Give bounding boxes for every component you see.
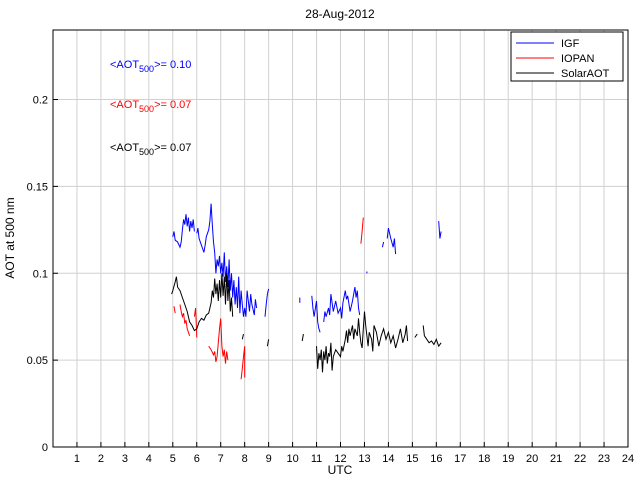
y-tick-label: 0 bbox=[42, 442, 48, 454]
x-tick-label: 11 bbox=[311, 453, 322, 465]
series-iopan-line bbox=[208, 318, 229, 364]
y-tick-label: 0.2 bbox=[33, 95, 48, 107]
series-solaraot-line bbox=[422, 325, 442, 348]
y-tick-label: 0.1 bbox=[33, 268, 48, 280]
ticks: 1 2 3 4 5 6 7 8 9 10 11 12 13 14 15 16 17 18 19 20 21 22 23 240… bbox=[27, 95, 635, 466]
x-tick-label: 9 bbox=[266, 453, 272, 465]
x-tick-label: 24 bbox=[622, 453, 634, 465]
y-tick-label: 0.15 bbox=[27, 181, 48, 193]
legend-label: IOPAN bbox=[561, 53, 594, 65]
x-tick-label: 4 bbox=[146, 453, 152, 465]
legend: IGF IOPAN SolarAOT bbox=[510, 31, 624, 82]
series-igf-line bbox=[323, 287, 361, 322]
x-tick-label: 10 bbox=[286, 453, 298, 465]
y-tick-label: 0.05 bbox=[27, 355, 48, 367]
x-tick-label: 6 bbox=[194, 453, 200, 465]
x-tick-label: 2 bbox=[98, 453, 104, 465]
series-solaraot-line bbox=[414, 333, 418, 338]
series-iopan-line bbox=[240, 346, 246, 380]
series-solaraot-line bbox=[171, 273, 234, 332]
y-axis-label: AOT at 500 nm bbox=[3, 197, 17, 278]
series-igf-line bbox=[172, 214, 195, 249]
series-igf-line bbox=[386, 227, 397, 255]
mean-aot-annotation: <AOT500>= 0.07 bbox=[110, 142, 191, 157]
series-iopan-line bbox=[193, 307, 198, 338]
x-tick-label: 5 bbox=[170, 453, 176, 465]
x-tick-label: 23 bbox=[598, 453, 610, 465]
x-tick-label: 19 bbox=[502, 453, 514, 465]
x-tick-label: 21 bbox=[550, 453, 562, 465]
x-tick-label: 15 bbox=[406, 453, 418, 465]
series-solaraot-line bbox=[241, 333, 244, 340]
series-solaraot-line bbox=[266, 339, 270, 347]
x-tick-label: 14 bbox=[382, 453, 394, 465]
x-tick-label: 22 bbox=[574, 453, 586, 465]
x-tick-label: 1 bbox=[74, 453, 80, 465]
series-solaraot-line bbox=[301, 334, 304, 342]
series-solaraot-line bbox=[316, 311, 409, 373]
grid bbox=[53, 30, 629, 447]
chart-title: 28-Aug-2012 bbox=[305, 7, 375, 21]
x-tick-label: 3 bbox=[122, 453, 128, 465]
series-igf-line bbox=[438, 221, 442, 239]
series-igf-line bbox=[381, 241, 385, 248]
x-tick-label: 13 bbox=[358, 453, 370, 465]
annotations: <AOT500>= 0.10 <AOT500>= 0.07 <AOT500>= 0.… bbox=[110, 59, 191, 157]
series-igf-line bbox=[311, 295, 321, 333]
x-tick-label: 16 bbox=[430, 453, 442, 465]
series-lines bbox=[171, 203, 442, 380]
mean-aot-annotation: <AOT500>= 0.10 bbox=[110, 59, 191, 74]
x-tick-label: 18 bbox=[478, 453, 490, 465]
x-tick-label: 7 bbox=[218, 453, 224, 465]
series-iopan-line bbox=[179, 304, 191, 336]
series-igf-line bbox=[264, 288, 270, 317]
series-iopan-line bbox=[360, 217, 364, 244]
mean-aot-annotation: <AOT500>= 0.07 bbox=[110, 99, 191, 114]
x-tick-label: 12 bbox=[334, 453, 346, 465]
legend-label: SolarAOT bbox=[561, 68, 610, 80]
x-tick-label: 20 bbox=[526, 453, 538, 465]
legend-label: IGF bbox=[561, 38, 580, 50]
series-iopan-line bbox=[173, 306, 176, 314]
x-axis-label: UTC bbox=[328, 463, 353, 477]
x-tick-label: 17 bbox=[454, 453, 466, 465]
x-tick-label: 8 bbox=[242, 453, 248, 465]
